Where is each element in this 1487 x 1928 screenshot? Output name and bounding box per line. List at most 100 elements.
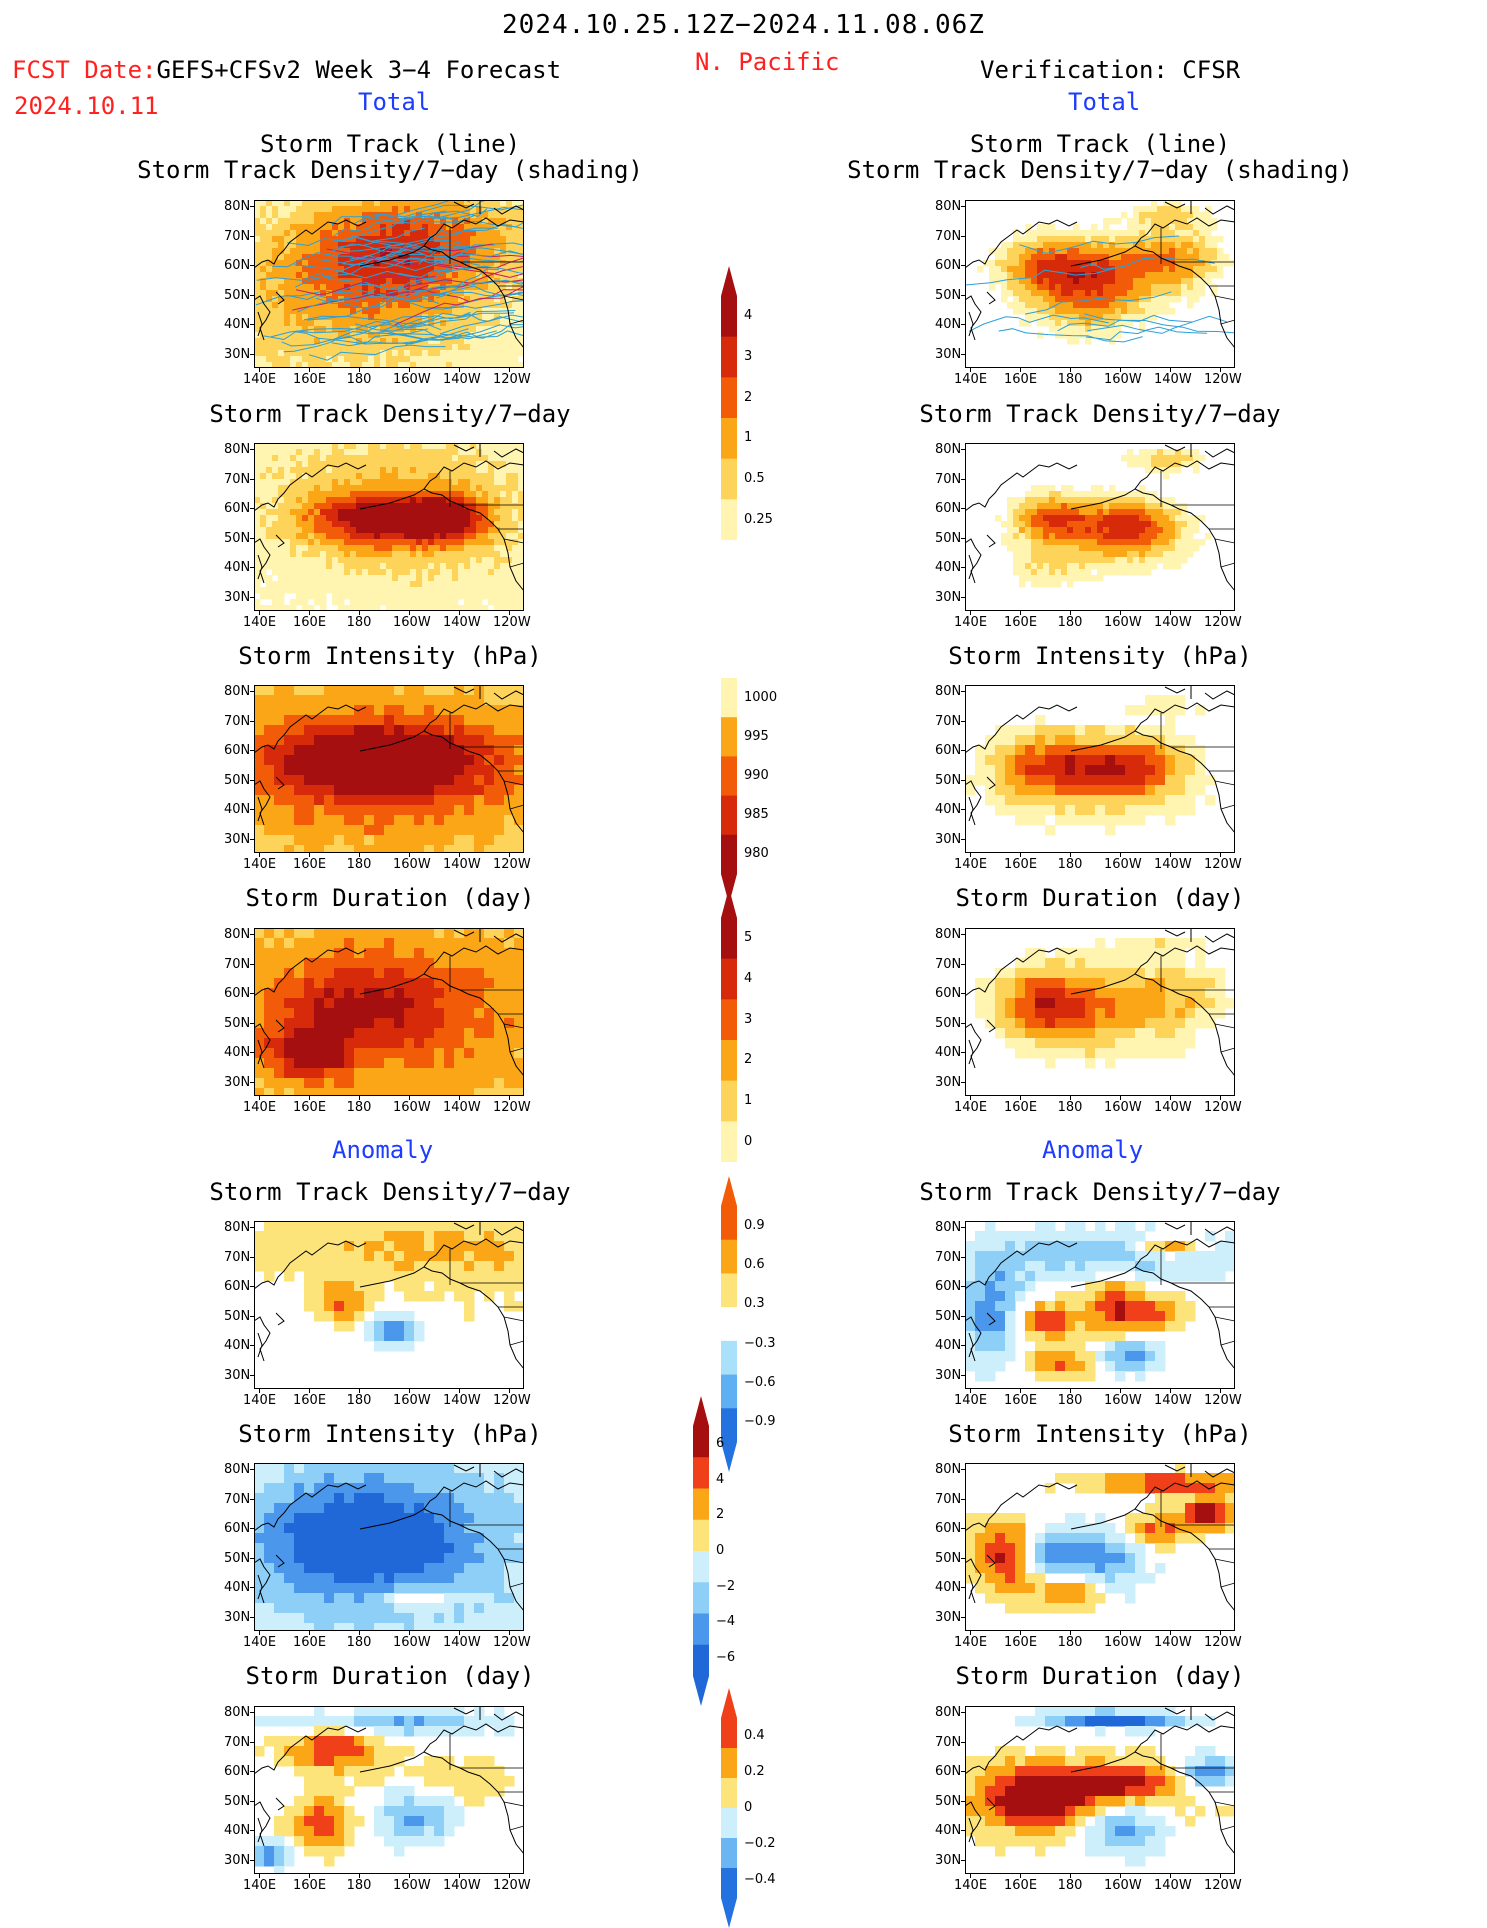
lat-tick bbox=[250, 508, 254, 509]
colorbar-label: 985 bbox=[744, 807, 769, 822]
colorbar-segment bbox=[721, 1748, 737, 1779]
lat-tick bbox=[961, 809, 965, 810]
lon-tick bbox=[1220, 1096, 1221, 1100]
lon-tick bbox=[509, 1389, 510, 1393]
lon-tick bbox=[1120, 368, 1121, 372]
lon-tick bbox=[1170, 1389, 1171, 1393]
lon-tick-label: 140W bbox=[443, 1635, 475, 1650]
colorbar-duration-total bbox=[720, 888, 738, 1162]
lon-tick-label: 160E bbox=[1004, 372, 1036, 387]
lon-tick-label: 160E bbox=[293, 615, 325, 630]
lon-tick bbox=[509, 368, 510, 372]
fcst-model: GEFS+CFSv2 Week 3−4 Forecast bbox=[157, 56, 562, 84]
lat-tick bbox=[961, 538, 965, 539]
lat-tick bbox=[961, 236, 965, 237]
lon-tick-label: 120W bbox=[493, 615, 525, 630]
lat-tick-label: 70N bbox=[935, 472, 961, 487]
lon-tick-label: 140W bbox=[1154, 1635, 1186, 1650]
lon-tick-label: 160E bbox=[1004, 1100, 1036, 1115]
lon-tick-label: 140E bbox=[243, 1635, 275, 1650]
lon-tick bbox=[1220, 368, 1221, 372]
lat-tick-label: 50N bbox=[224, 531, 250, 546]
verification-label: Verification: CFSR bbox=[980, 56, 1240, 84]
lat-tick bbox=[250, 1082, 254, 1083]
lon-tick-label: 180 bbox=[343, 372, 375, 387]
total-right-label: Total bbox=[1068, 88, 1140, 116]
lat-tick-label: 40N bbox=[224, 1338, 250, 1353]
lat-tick bbox=[250, 1617, 254, 1618]
lat-tick-label: 60N bbox=[224, 1521, 250, 1536]
lon-tick bbox=[509, 1631, 510, 1635]
lat-tick bbox=[961, 1712, 965, 1713]
lon-tick-label: 160W bbox=[1104, 372, 1136, 387]
lon-tick bbox=[359, 611, 360, 615]
lon-tick bbox=[1020, 1874, 1021, 1878]
lat-tick bbox=[250, 354, 254, 355]
lon-tick bbox=[459, 1389, 460, 1393]
colorbar-segment bbox=[721, 918, 737, 959]
lon-tick bbox=[309, 1389, 310, 1393]
lon-tick bbox=[359, 1389, 360, 1393]
lon-tick-label: 160E bbox=[1004, 1878, 1036, 1893]
colorbar-arrow-top bbox=[721, 1688, 737, 1718]
lat-tick bbox=[250, 1742, 254, 1743]
lat-tick bbox=[250, 1375, 254, 1376]
lat-tick-label: 80N bbox=[935, 199, 961, 214]
lat-tick-label: 80N bbox=[935, 684, 961, 699]
lat-tick-label: 60N bbox=[224, 986, 250, 1001]
lat-tick bbox=[961, 295, 965, 296]
lon-tick bbox=[1170, 1631, 1171, 1635]
lon-tick-label: 140E bbox=[243, 857, 275, 872]
lon-tick-label: 180 bbox=[1054, 1635, 1086, 1650]
lat-tick-label: 70N bbox=[224, 229, 250, 244]
lat-tick bbox=[250, 1587, 254, 1588]
lon-tick bbox=[359, 368, 360, 372]
colorbar-segment bbox=[721, 1240, 737, 1274]
total-left-label: Total bbox=[358, 88, 430, 116]
lat-tick bbox=[961, 1257, 965, 1258]
lon-tick bbox=[509, 1874, 510, 1878]
lon-tick bbox=[1220, 1631, 1221, 1635]
map-l1 bbox=[254, 200, 524, 368]
colorbar-segment bbox=[721, 1718, 737, 1749]
lon-tick bbox=[1170, 368, 1171, 372]
lon-tick bbox=[1220, 853, 1221, 857]
lat-tick bbox=[961, 265, 965, 266]
lon-tick-label: 140W bbox=[1154, 1878, 1186, 1893]
lat-tick bbox=[961, 449, 965, 450]
lat-tick-label: 70N bbox=[224, 1492, 250, 1507]
lon-tick bbox=[1170, 1096, 1171, 1100]
colorbar-segment bbox=[721, 756, 737, 796]
lat-tick-label: 60N bbox=[935, 743, 961, 758]
lon-tick-label: 140E bbox=[954, 372, 986, 387]
lon-tick bbox=[259, 611, 260, 615]
colorbar-arrow-top bbox=[721, 266, 737, 296]
colorbar-label: 0.6 bbox=[744, 1257, 765, 1272]
lon-tick-label: 180 bbox=[343, 1878, 375, 1893]
lon-tick bbox=[409, 1631, 410, 1635]
lon-tick bbox=[509, 853, 510, 857]
lat-tick-label: 70N bbox=[935, 1492, 961, 1507]
lat-tick-label: 40N bbox=[224, 317, 250, 332]
lat-tick-label: 50N bbox=[935, 1794, 961, 1809]
anomaly-right-label: Anomaly bbox=[1042, 1136, 1143, 1164]
colorbar-label: 0.5 bbox=[744, 471, 765, 486]
lon-tick bbox=[1020, 1389, 1021, 1393]
lat-tick bbox=[961, 964, 965, 965]
lon-tick-label: 140W bbox=[443, 1393, 475, 1408]
colorbar-label: 3 bbox=[744, 349, 752, 364]
lon-tick-label: 160W bbox=[393, 1100, 425, 1115]
colorbar-segment bbox=[721, 1121, 737, 1162]
lat-tick-label: 40N bbox=[224, 802, 250, 817]
lon-tick-label: 120W bbox=[493, 857, 525, 872]
lat-tick-label: 60N bbox=[935, 986, 961, 1001]
lon-tick-label: 140E bbox=[243, 1100, 275, 1115]
lon-tick-label: 140E bbox=[243, 1878, 275, 1893]
lat-tick bbox=[961, 1499, 965, 1500]
lat-tick-label: 80N bbox=[935, 1705, 961, 1720]
lat-tick-label: 40N bbox=[224, 560, 250, 575]
colorbar-label: −0.9 bbox=[744, 1414, 776, 1429]
lat-tick-label: 30N bbox=[935, 347, 961, 362]
lat-tick-label: 40N bbox=[224, 1580, 250, 1595]
lat-tick-label: 80N bbox=[224, 684, 250, 699]
